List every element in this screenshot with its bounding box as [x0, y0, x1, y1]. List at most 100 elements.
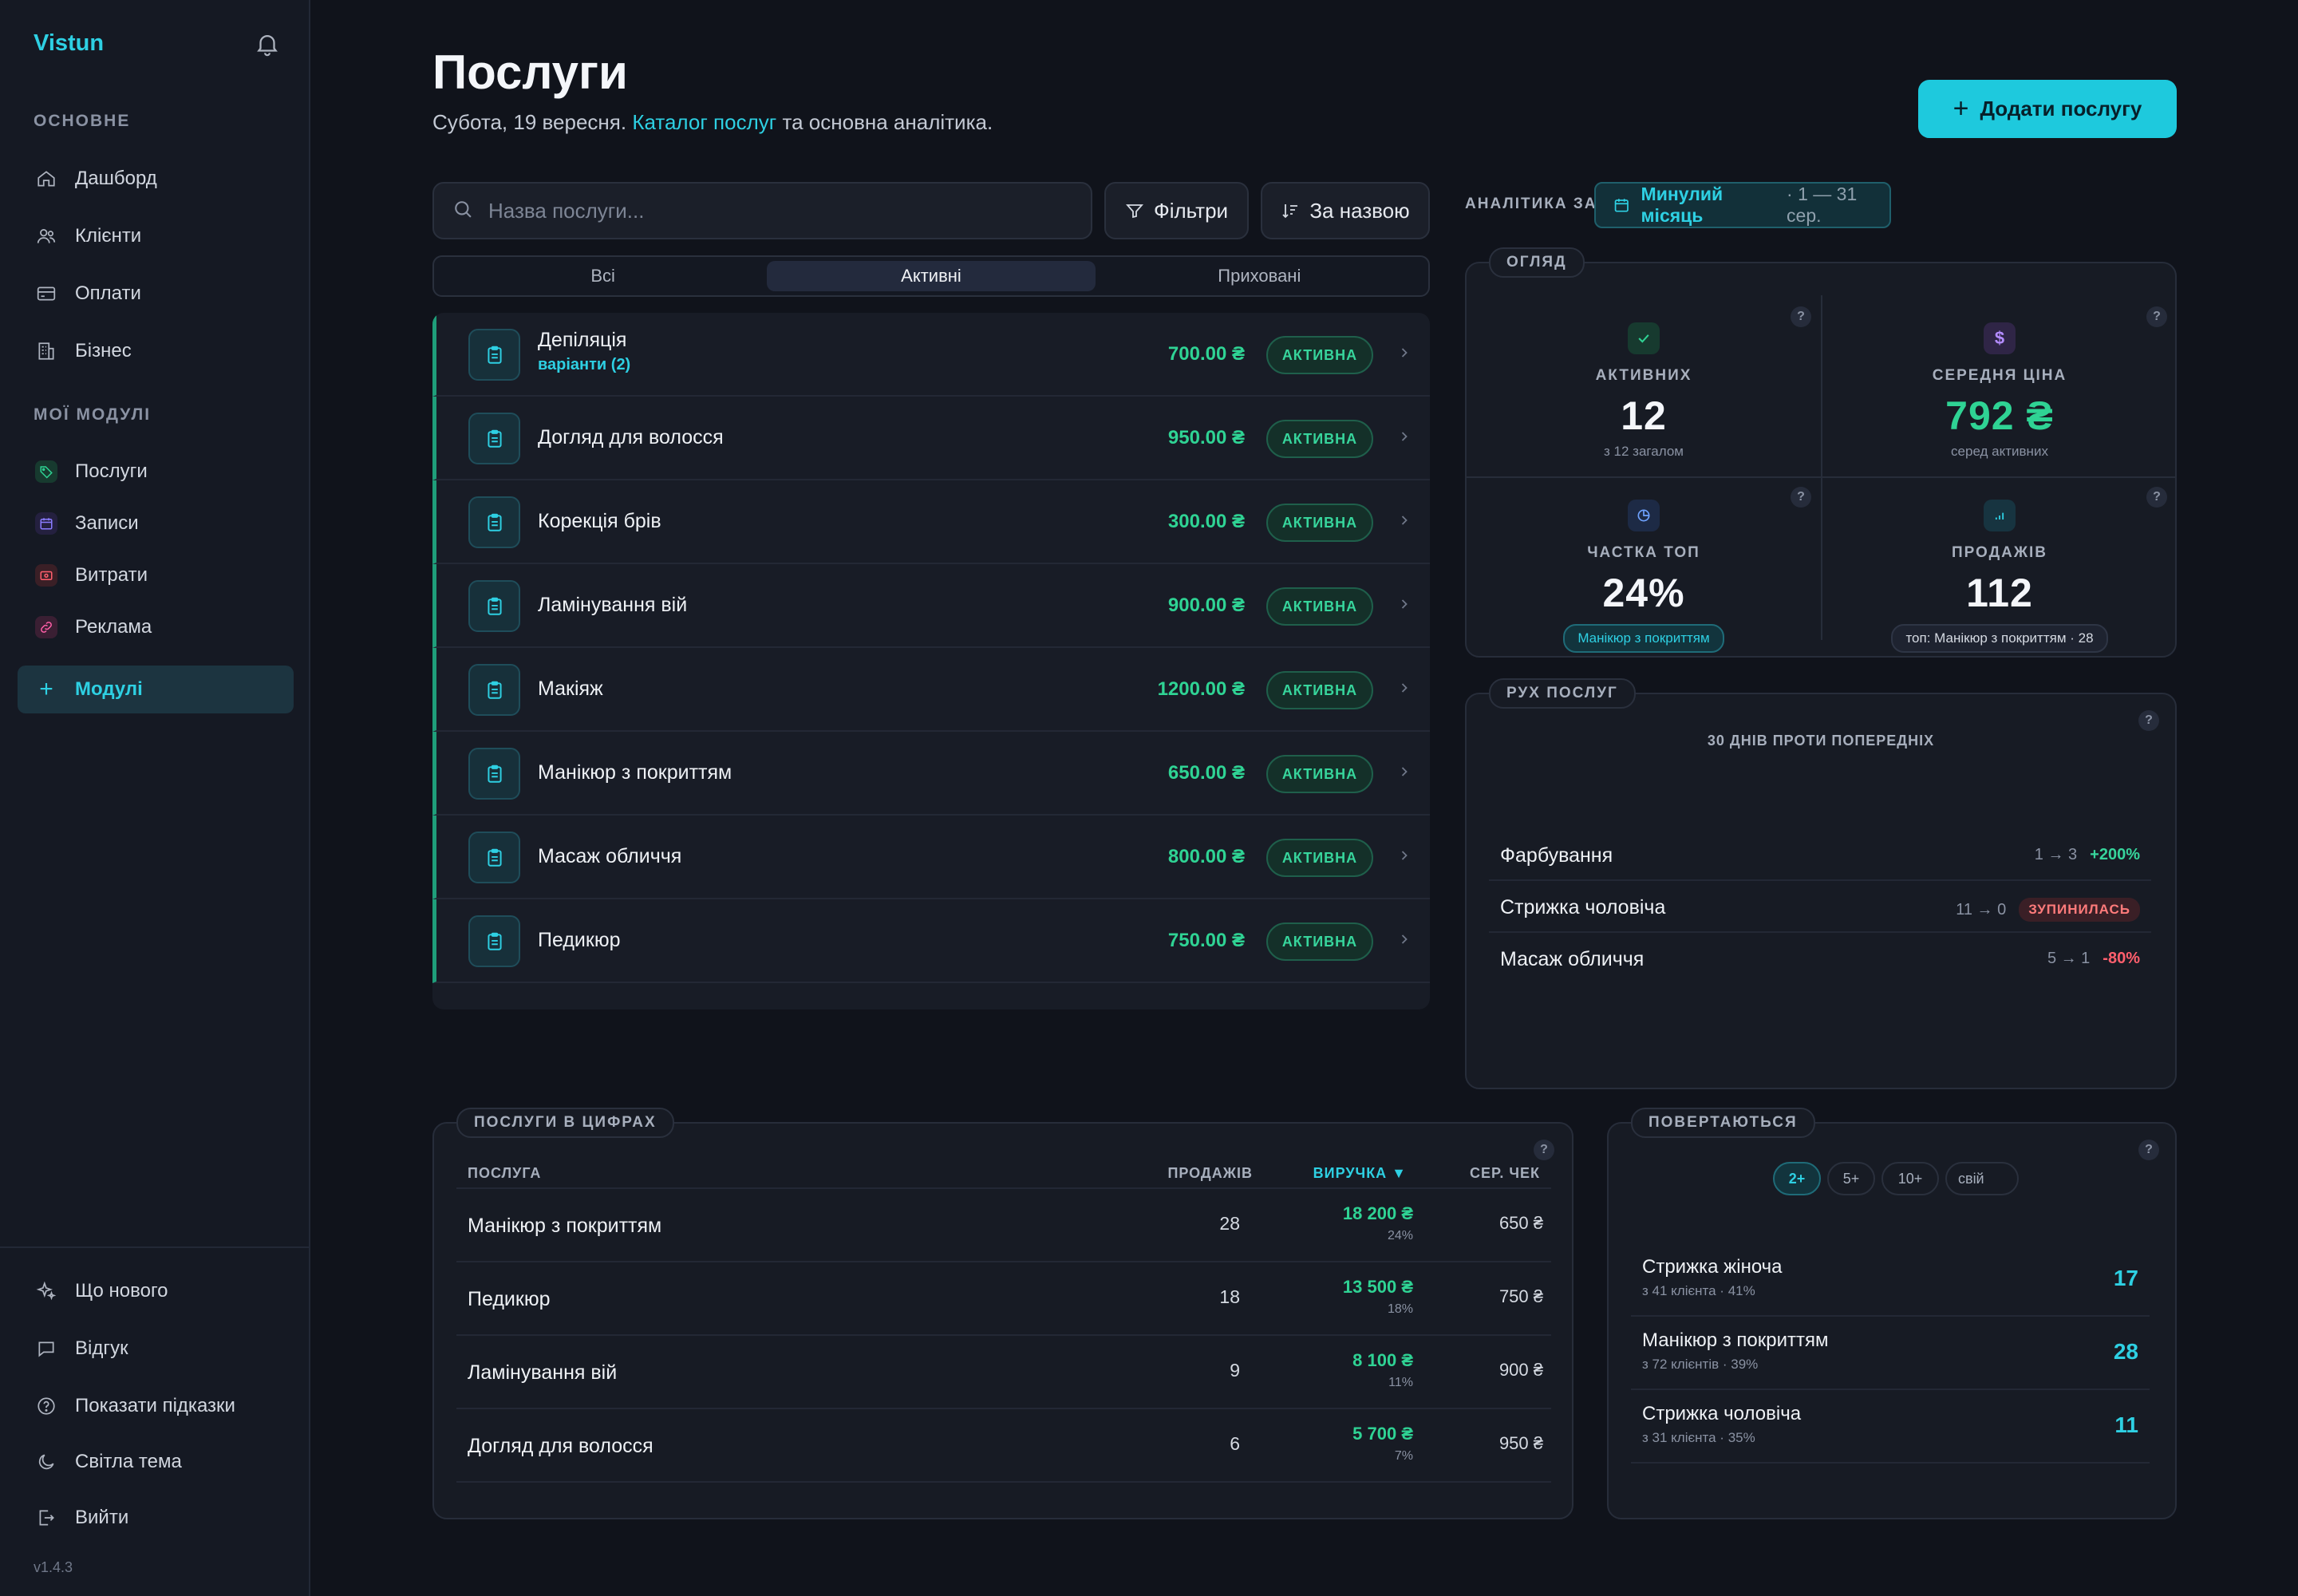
column-avg-check[interactable]: СЕР. ЧЕК [1470, 1165, 1540, 1181]
sidebar-item-appointments[interactable]: Записи [18, 500, 294, 547]
chevron-right-icon[interactable] [1396, 345, 1412, 365]
sidebar-item-ads[interactable]: Реклама [18, 604, 294, 650]
service-row[interactable]: Манікюр з покриттям 650.00 ₴ АКТИВНА [432, 732, 1430, 816]
service-row[interactable]: Ламінування вій 900.00 ₴ АКТИВНА [432, 564, 1430, 648]
numbers-panel: ПОСЛУГИ В ЦИФРАХ ? ПОСЛУГА ПРОДАЖІВ ВИРУ… [432, 1108, 1573, 1519]
service-row[interactable]: Депіляція варіанти (2) 700.00 ₴ АКТИВНА [432, 313, 1430, 397]
sidebar-item-label: Що нового [75, 1280, 168, 1302]
sidebar-item-expenses[interactable]: Витрати [18, 552, 294, 598]
service-price: 800.00 ₴ [1167, 846, 1245, 867]
help-icon[interactable]: ? [2138, 1140, 2159, 1160]
chevron-right-icon[interactable] [1396, 512, 1412, 532]
services-list: Депіляція варіанти (2) 700.00 ₴ АКТИВНА Догл… [432, 313, 1430, 1009]
movement-percent: +200% [2090, 846, 2140, 863]
sidebar-item-label: Світла тема [75, 1451, 182, 1472]
service-variants-link[interactable]: варіанти (2) [538, 356, 631, 373]
chevron-right-icon[interactable] [1396, 596, 1412, 616]
movement-service-name: Масаж обличчя [1500, 948, 1645, 970]
bell-icon[interactable] [254, 30, 281, 57]
status-badge[interactable]: АКТИВНА [1266, 839, 1373, 877]
chevron-right-icon[interactable] [1396, 680, 1412, 700]
add-service-button[interactable]: + Додати послугу [1918, 80, 2177, 138]
revenue-value: 13 500 ₴ [1342, 1277, 1413, 1297]
filter-10plus[interactable]: 10+ [1881, 1162, 1939, 1195]
link-icon [34, 614, 59, 640]
chevron-right-icon[interactable] [1396, 847, 1412, 867]
clipboard-icon [468, 413, 520, 464]
service-row[interactable]: Корекція брів 300.00 ₴ АКТИВНА [432, 480, 1430, 564]
status-badge[interactable]: АКТИВНА [1266, 671, 1373, 709]
stat-label: ПРОДАЖІВ [1951, 544, 2048, 561]
status-badge[interactable]: АКТИВНА [1266, 420, 1373, 458]
tab-hidden[interactable]: Приховані [1218, 266, 1301, 286]
filter-5plus[interactable]: 5+ [1827, 1162, 1875, 1195]
service-row[interactable]: Макіяж 1200.00 ₴ АКТИВНА [432, 648, 1430, 732]
chevron-right-icon[interactable] [1396, 931, 1412, 951]
sidebar-item-dashboard[interactable]: Дашборд [18, 156, 294, 202]
table-cell-service: Манікюр з покриттям [468, 1215, 662, 1237]
service-price: 650.00 ₴ [1167, 762, 1245, 784]
help-icon[interactable]: ? [1791, 306, 1811, 327]
catalog-link[interactable]: Каталог послуг [632, 110, 777, 134]
sidebar-item-clients[interactable]: Клієнти [18, 213, 294, 259]
help-icon[interactable]: ? [2146, 306, 2167, 327]
sidebar-item-light-theme[interactable]: Світла тема [18, 1439, 294, 1485]
sidebar-item-logout[interactable]: Вийти [18, 1495, 294, 1541]
movement-service-name: Стрижка чоловіча [1500, 896, 1666, 918]
card-icon [34, 281, 59, 306]
stat-value: 12 [1621, 393, 1667, 438]
filter-2plus[interactable]: 2+ [1773, 1162, 1821, 1195]
status-badge[interactable]: АКТИВНА [1266, 336, 1373, 374]
subtitle-date: Субота, 19 вересня. [432, 110, 627, 134]
table-cell-sales: 28 [1219, 1213, 1240, 1234]
chevron-right-icon[interactable] [1396, 764, 1412, 784]
service-row[interactable]: Педикюр 750.00 ₴ АКТИВНА [432, 899, 1430, 983]
sidebar-item-label: Дашборд [75, 168, 157, 189]
status-badge[interactable]: АКТИВНА [1266, 504, 1373, 542]
check-icon [1628, 322, 1660, 354]
period-selector[interactable]: Минулий місяць · 1 — 31 сер. [1594, 182, 1891, 228]
plus-icon: + [39, 676, 53, 702]
sidebar-item-business[interactable]: Бізнес [18, 328, 294, 374]
service-row[interactable]: Догляд для волосся 950.00 ₴ АКТИВНА [432, 397, 1430, 480]
stopped-badge: ЗУПИНИЛАСЬ [2019, 898, 2140, 922]
sidebar-item-payments[interactable]: Оплати [18, 271, 294, 317]
sidebar-item-feedback[interactable]: Відгук [18, 1325, 294, 1372]
help-icon[interactable]: ? [1534, 1140, 1554, 1160]
table-row: Манікюр з покриттям 28 18 200 ₴ 24% 650 ₴ [456, 1189, 1551, 1262]
movement-change: 11 → 0 ЗУПИНИЛАСЬ [1956, 898, 2140, 922]
status-badge[interactable]: АКТИВНА [1266, 922, 1373, 961]
tag-icon [34, 459, 59, 484]
filter-custom[interactable]: свій [1945, 1162, 2019, 1195]
column-revenue[interactable]: ВИРУЧКА ▼ [1313, 1165, 1407, 1181]
filters-button[interactable]: Фільтри [1104, 182, 1249, 239]
brand-logo[interactable]: Vistun [34, 30, 105, 56]
status-badge[interactable]: АКТИВНА [1266, 755, 1373, 793]
help-icon[interactable]: ? [1791, 487, 1811, 508]
sidebar-item-label: Реклама [75, 616, 152, 638]
sort-button[interactable]: За назвою [1261, 182, 1430, 239]
section-main-heading: ОСНОВНЕ [34, 112, 131, 130]
service-row[interactable]: Масаж обличчя 800.00 ₴ АКТИВНА [432, 816, 1430, 899]
sidebar-item-whats-new[interactable]: Що нового [18, 1268, 294, 1314]
help-icon[interactable]: ? [2138, 710, 2159, 731]
tab-active[interactable]: Активні [767, 261, 1096, 291]
clipboard-icon [468, 832, 520, 883]
revenue-share: 18% [1387, 1302, 1413, 1316]
search-input[interactable] [488, 198, 1063, 223]
sidebar-item-services[interactable]: Послуги [18, 448, 294, 495]
stat-sales: ПРОДАЖІВ 112 топ: Манікюр з покриттям · … [1822, 500, 2177, 653]
modules-button[interactable]: + Модулі [18, 666, 294, 713]
stat-avg-price: $ СЕРЕДНЯ ЦІНА 792 ₴ серед активних [1822, 322, 2177, 460]
status-badge[interactable]: АКТИВНА [1266, 587, 1373, 626]
tab-all[interactable]: Всі [590, 266, 615, 286]
sidebar-item-show-hints[interactable]: Показати підказки [18, 1383, 294, 1429]
search-box[interactable] [432, 182, 1092, 239]
service-price: 700.00 ₴ [1167, 343, 1245, 365]
help-icon[interactable]: ? [2146, 487, 2167, 508]
modules-button-label: Модулі [75, 678, 143, 700]
chevron-right-icon[interactable] [1396, 429, 1412, 448]
column-sales[interactable]: ПРОДАЖІВ [1167, 1165, 1253, 1181]
movement-panel: РУХ ПОСЛУГ ? 30 ДНІВ ПРОТИ ПОПЕРЕДНІХ Фа… [1465, 678, 2177, 1089]
subtitle-rest: та основна аналітика. [782, 110, 993, 134]
